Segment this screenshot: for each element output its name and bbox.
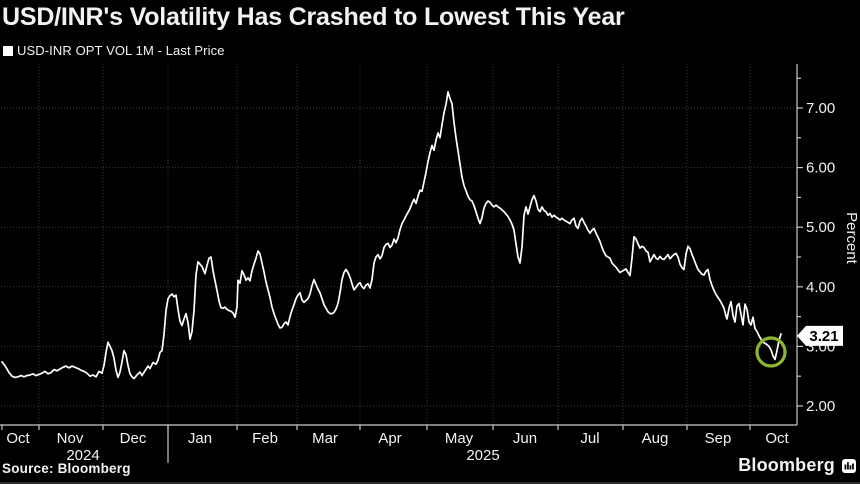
chart-title: USD/INR's Volatility Has Crashed to Lowe…	[2, 3, 625, 31]
lowest-point-highlight-circle	[755, 336, 787, 368]
bloomberg-wordmark: Bloomberg	[738, 455, 835, 475]
price-line	[1, 91, 782, 380]
month-label: Oct	[765, 430, 789, 447]
month-label: Nov	[57, 430, 84, 447]
source-attribution: Source: Bloomberg	[2, 461, 131, 476]
year-label: 2025	[466, 447, 499, 464]
y-tick-label: 5.00	[806, 219, 835, 236]
month-label: Jul	[580, 430, 599, 447]
last-price-label: 3.21	[809, 328, 838, 345]
year-label: 2024	[66, 447, 99, 464]
month-label: Apr	[378, 430, 401, 447]
y-tick-label: 4.00	[806, 279, 835, 296]
month-label: Sep	[705, 430, 732, 447]
legend-series-marker-icon	[3, 45, 13, 56]
y-tick-label: 2.00	[806, 398, 835, 415]
month-label: Feb	[252, 430, 278, 447]
y-tick-label: 6.00	[806, 160, 835, 177]
bloomberg-logo: Bloomberg	[738, 455, 856, 476]
month-label: Oct	[6, 430, 30, 447]
y-tick-label: 7.00	[806, 100, 835, 117]
month-label: Jan	[188, 430, 212, 447]
month-label: Jun	[513, 430, 537, 447]
month-label: Dec	[120, 430, 147, 447]
legend-series-label: USD-INR OPT VOL 1M - Last Price	[17, 43, 225, 58]
y-axis-title: Percent	[843, 212, 860, 265]
chart-legend: USD-INR OPT VOL 1M - Last Price	[3, 43, 225, 58]
month-label: May	[445, 430, 474, 447]
month-label: Aug	[642, 430, 669, 447]
month-label: Mar	[312, 430, 338, 447]
bloomberg-terminal-icon	[842, 458, 856, 473]
last-price-badge	[797, 325, 843, 346]
footer-divider	[0, 482, 860, 484]
